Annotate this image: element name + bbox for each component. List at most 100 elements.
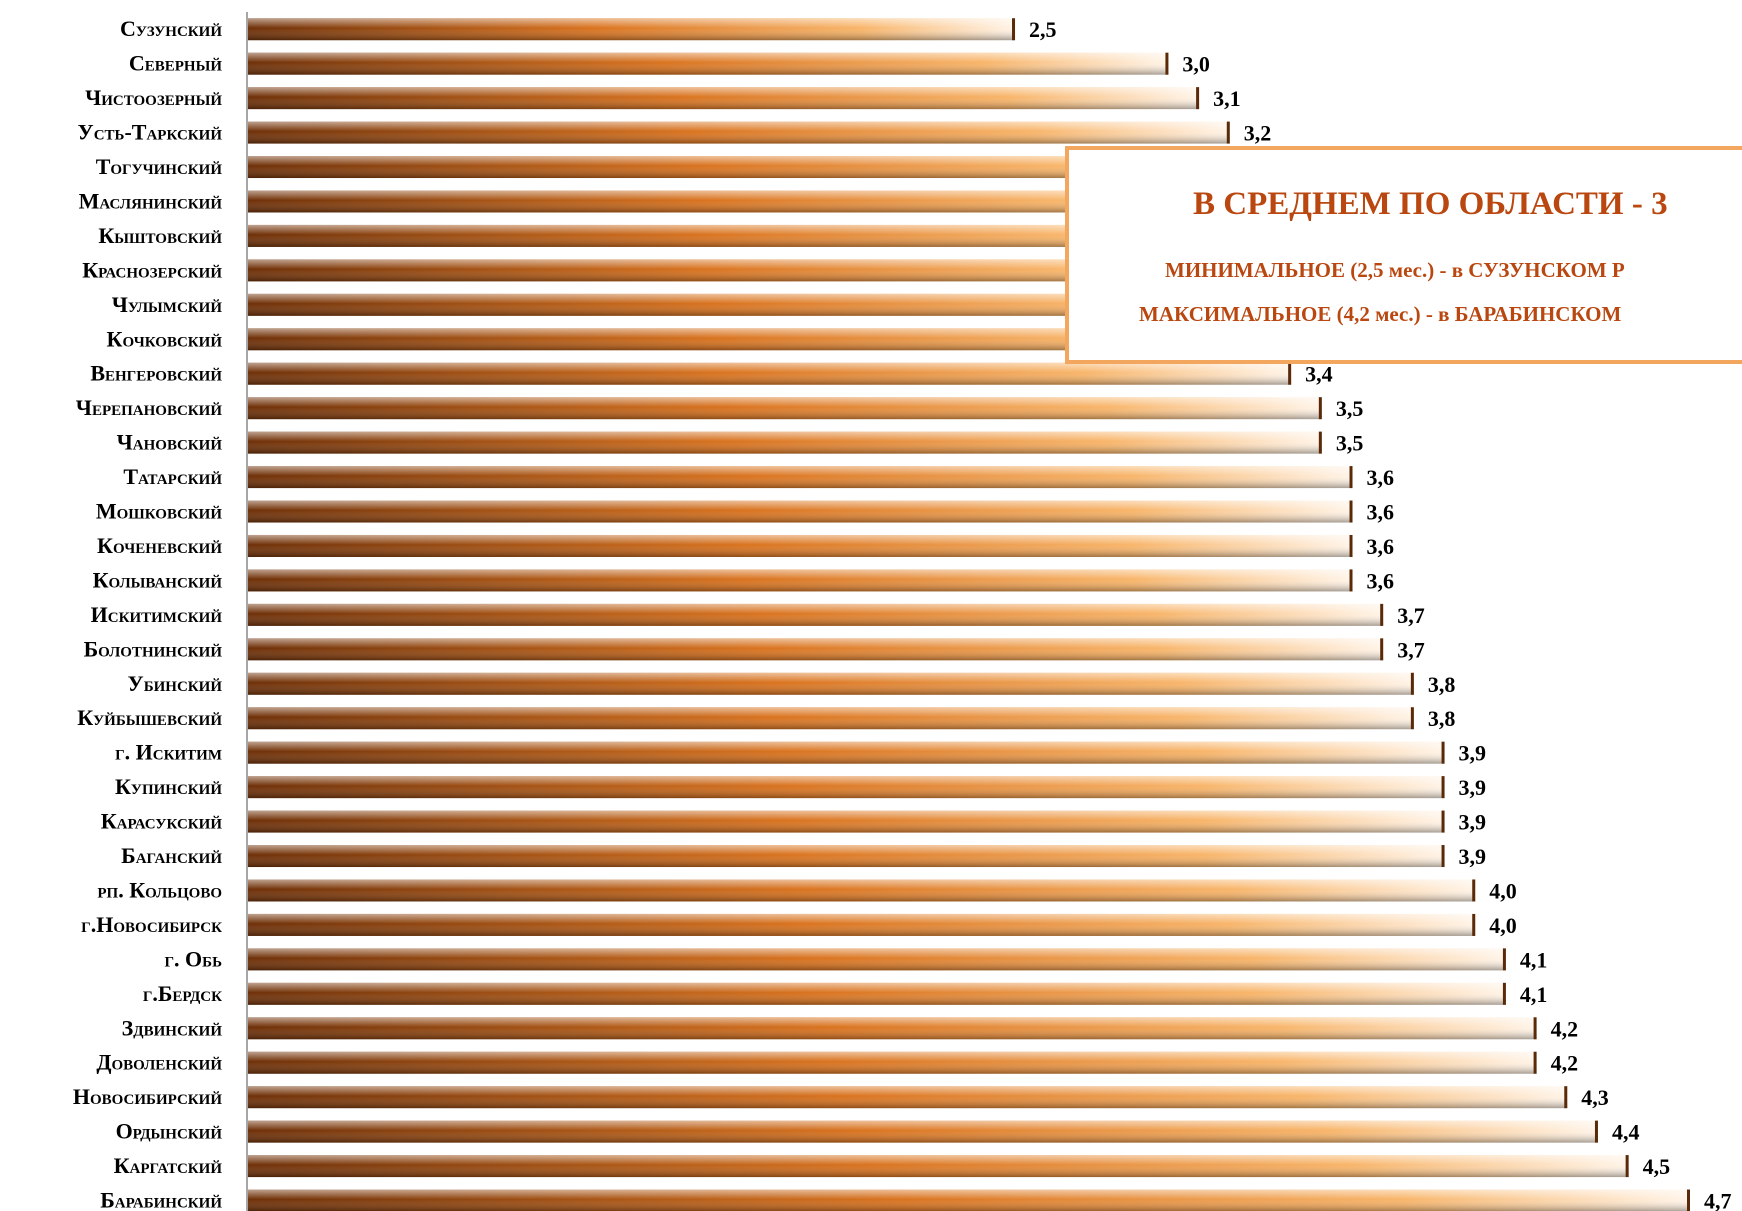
data-label: 3,0 [1182, 52, 1210, 77]
data-label: 3,2 [1244, 121, 1272, 146]
bar-end-cap [1410, 672, 1414, 695]
bar-bevel [248, 190, 1261, 213]
bar-end-cap [1349, 569, 1353, 592]
bar-end-cap [1502, 948, 1506, 971]
bar-end-cap [1502, 982, 1506, 1005]
bar-end-cap [1318, 431, 1322, 454]
bar-bevel [248, 948, 1506, 971]
bar-bevel [248, 810, 1445, 833]
bar-end-cap [1533, 1051, 1537, 1074]
data-label: 4,2 [1551, 1051, 1579, 1076]
category-label: Купинский [115, 774, 222, 799]
data-label: 3,6 [1367, 500, 1395, 525]
bar-bevel [248, 672, 1414, 695]
bar-end-cap [1380, 638, 1384, 661]
bar-bevel [248, 500, 1353, 523]
bar-bevel [248, 362, 1292, 385]
bar-end-cap [1318, 397, 1322, 420]
summary-title: В СРЕДНЕМ ПО ОБЛАСТИ - 3 [1193, 186, 1668, 222]
data-label: 4,5 [1643, 1154, 1671, 1179]
bar-bevel [248, 431, 1322, 454]
bar-bevel [248, 982, 1506, 1005]
bar-bevel [248, 328, 1292, 351]
category-label: Куйбышевский [77, 705, 222, 730]
category-label: Северный [129, 51, 222, 76]
data-label: 4,0 [1489, 913, 1517, 938]
category-label: рп. Кольцово [97, 877, 222, 902]
data-label: 3,6 [1367, 568, 1395, 593]
category-label: Маслянинский [79, 188, 223, 213]
bar-end-cap [1349, 534, 1353, 557]
category-label: Тогучинский [96, 154, 223, 179]
category-label: Доволенский [96, 1050, 222, 1075]
bar-end-cap [1165, 52, 1169, 75]
bar-bevel [248, 603, 1384, 626]
bar-bevel [248, 1017, 1537, 1040]
category-label: Ордынский [116, 1119, 223, 1144]
category-label: Чановский [117, 430, 223, 455]
bar-end-cap [1594, 1120, 1598, 1143]
category-label: Колыванский [93, 567, 223, 592]
category-label: Искитимский [91, 602, 223, 627]
bar-bevel [248, 224, 1261, 247]
bar-bevel [248, 1051, 1537, 1074]
category-label: Новосибирский [73, 1084, 222, 1109]
bar-bevel [248, 293, 1292, 316]
data-label: 3,8 [1428, 672, 1456, 697]
bar-end-cap [1533, 1017, 1537, 1040]
category-label: Мошковский [96, 499, 222, 524]
bar-end-cap [1564, 1086, 1568, 1109]
bar-bevel [248, 1086, 1568, 1109]
category-label: Черепановский [76, 395, 223, 420]
summary-min-line: МИНИМАЛЬНОЕ (2,5 мес.) - в СУЗУНСКОМ Р [1165, 258, 1625, 282]
bar-end-cap [1196, 87, 1200, 110]
bar-bevel [248, 121, 1230, 144]
data-label: 3,9 [1459, 810, 1487, 835]
category-label: Коченевский [97, 533, 222, 558]
category-label: г. Обь [165, 946, 223, 971]
bar-bevel [248, 569, 1353, 592]
bar-bevel [248, 52, 1169, 75]
category-label: Сузунский [120, 16, 222, 41]
bar-bevel [248, 638, 1384, 661]
category-label: г. Искитим [115, 740, 222, 765]
data-label: 2,5 [1029, 17, 1057, 42]
bar-bevel [248, 707, 1414, 730]
bar-end-cap [1349, 466, 1353, 489]
bar-end-cap [1472, 913, 1476, 936]
category-label: Убинский [128, 671, 223, 696]
data-label: 3,9 [1459, 775, 1487, 800]
category-label: Чулымский [112, 292, 223, 317]
data-label: 3,1 [1213, 86, 1241, 111]
category-label: Барабинский [100, 1188, 222, 1211]
summary-box: В СРЕДНЕМ ПО ОБЛАСТИ - 3 МИНИМАЛЬНОЕ (2,… [1065, 146, 1742, 364]
bar-end-cap [1012, 18, 1016, 41]
bar-end-cap [1349, 500, 1353, 523]
category-label: Усть-Таркский [78, 120, 223, 145]
data-label: 3,6 [1367, 534, 1395, 559]
bar-bevel [248, 18, 1016, 41]
category-label: Кыштовский [98, 223, 222, 248]
bar-bevel [248, 776, 1445, 799]
category-label: Здвинский [122, 1015, 223, 1040]
data-label: 3,6 [1367, 465, 1395, 490]
bar-end-cap [1441, 741, 1445, 764]
data-label: 3,7 [1397, 603, 1425, 628]
category-label: Татарский [123, 464, 222, 489]
bar-bevel [248, 1120, 1598, 1143]
bar-bevel [248, 466, 1353, 489]
bar-end-cap [1625, 1155, 1629, 1178]
bar-end-cap [1441, 776, 1445, 799]
category-label: Болотнинский [84, 636, 223, 661]
bar-end-cap [1441, 845, 1445, 868]
bar-end-cap [1226, 121, 1230, 144]
bar-bevel [248, 397, 1322, 420]
bar-bevel [248, 845, 1445, 868]
data-label: 3,8 [1428, 706, 1456, 731]
bar-bevel [248, 156, 1261, 179]
category-label: Краснозерский [82, 257, 222, 282]
data-label: 4,1 [1520, 982, 1548, 1007]
summary-max-line: МАКСИМАЛЬНОЕ (4,2 мес.) - в БАРАБИНСКОМ [1139, 302, 1622, 326]
bar-bevel [248, 913, 1476, 936]
